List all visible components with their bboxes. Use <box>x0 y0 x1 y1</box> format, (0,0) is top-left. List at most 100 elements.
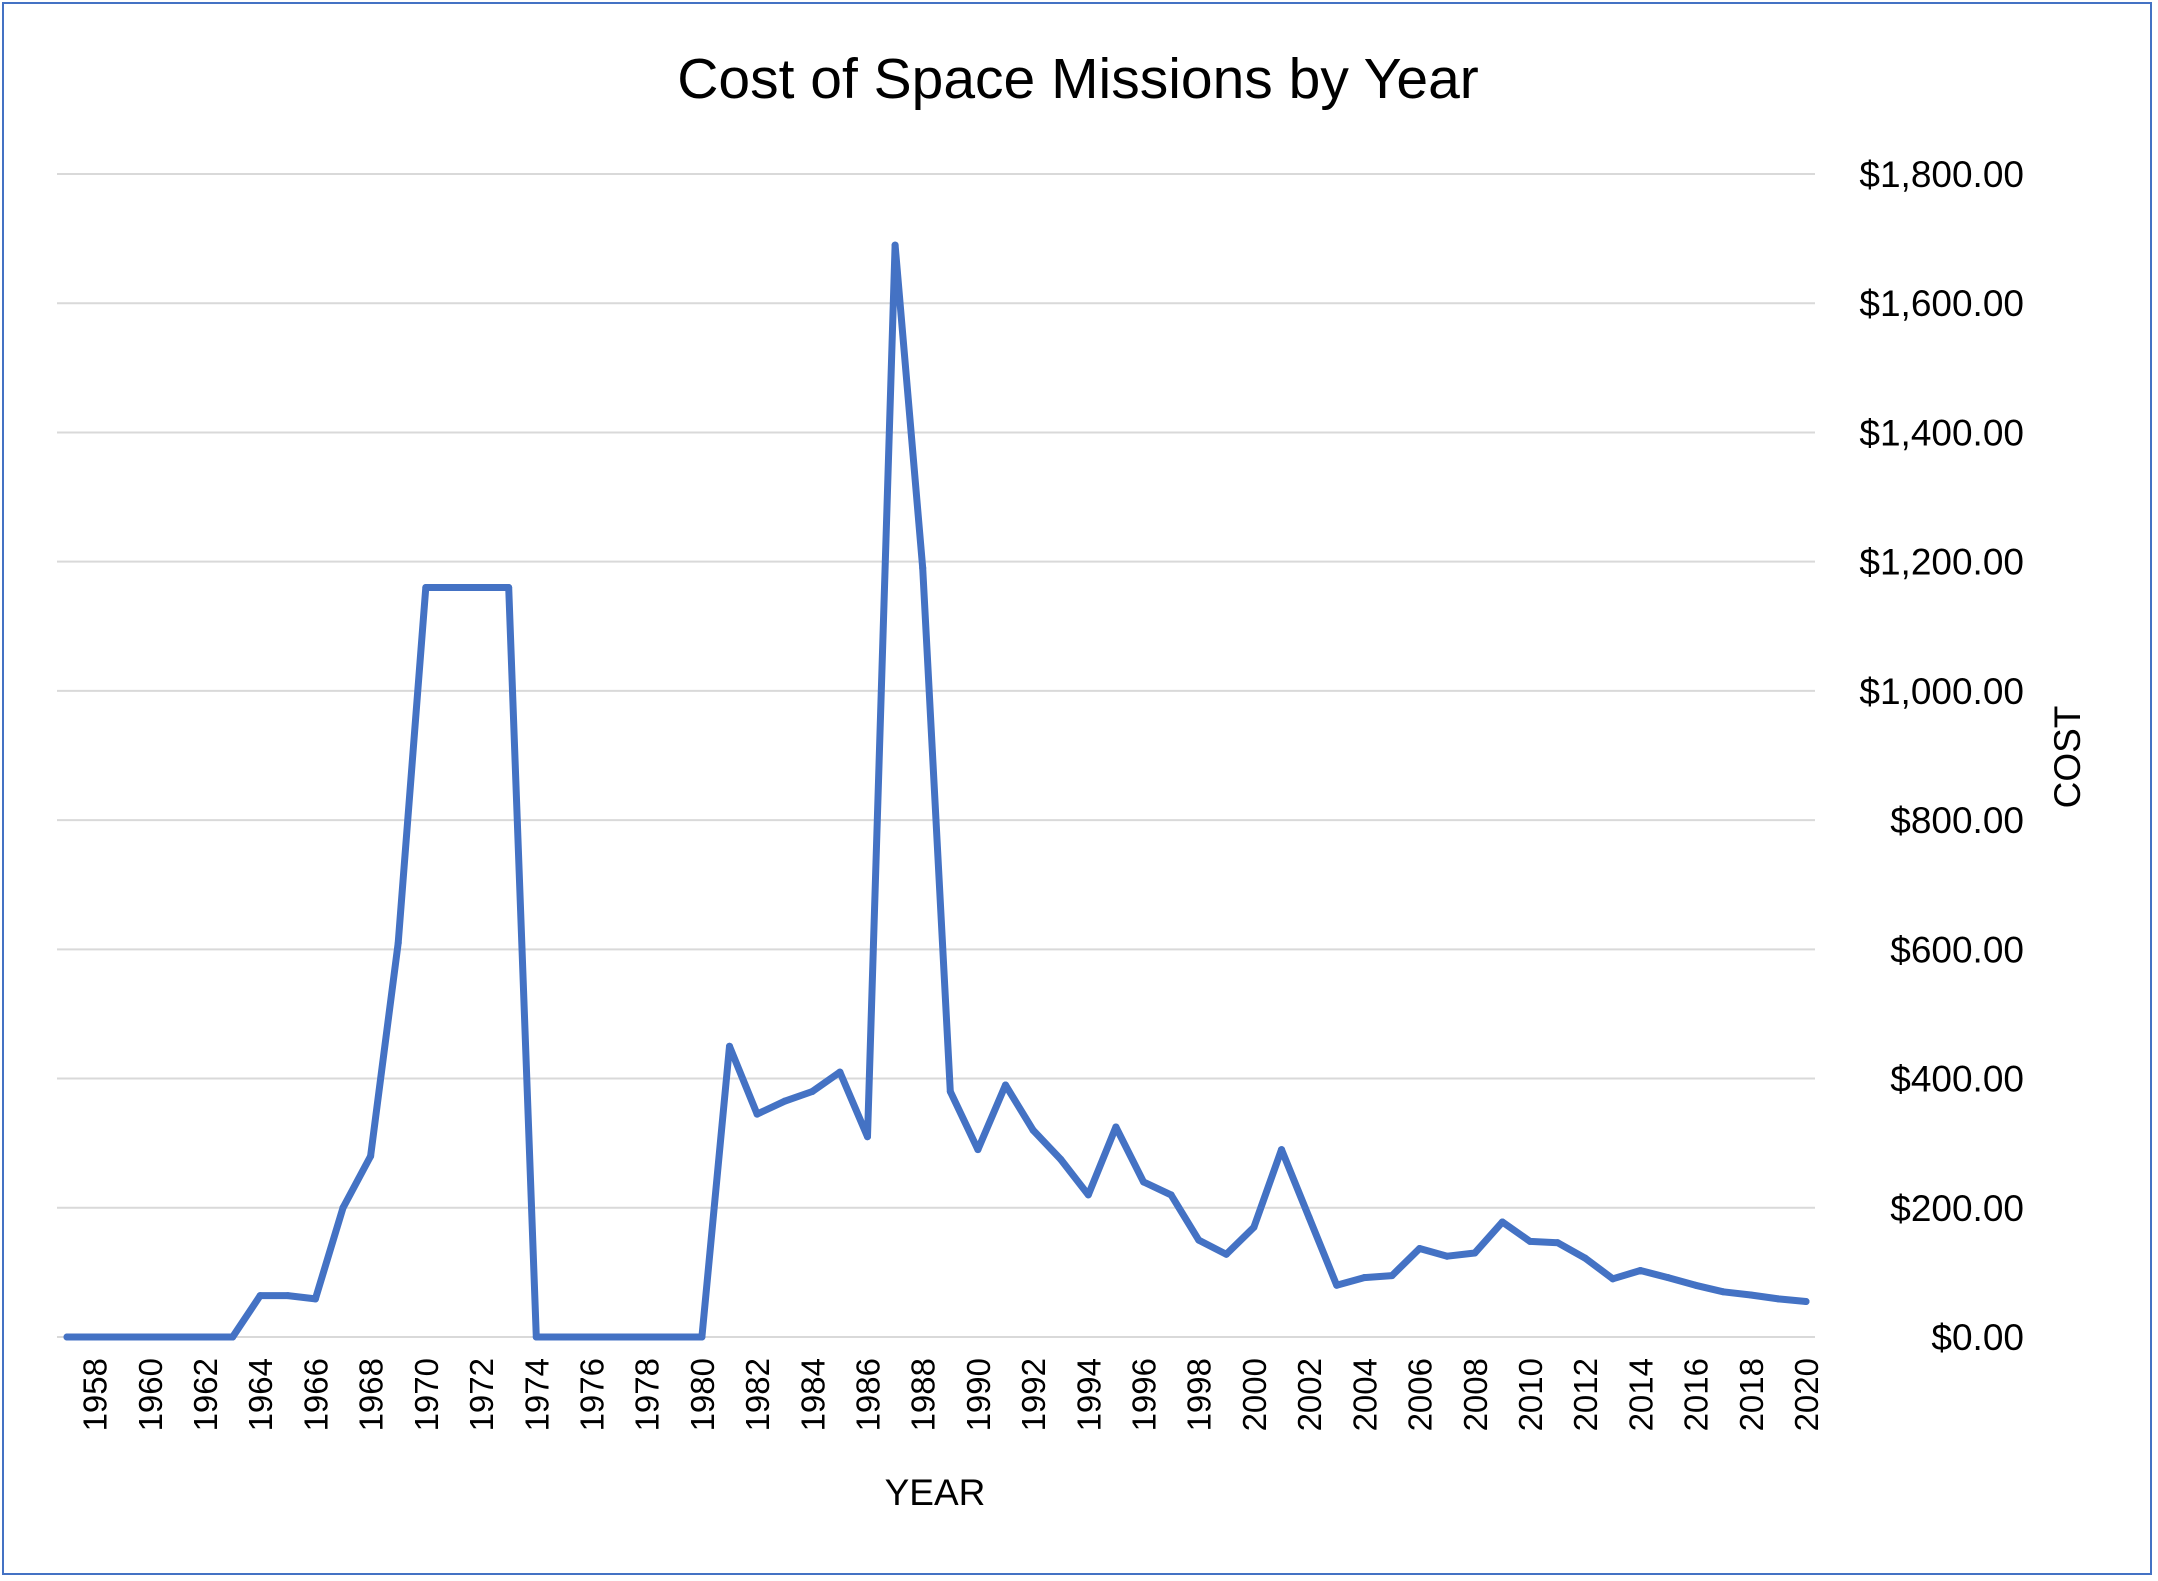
x-tick-label: 1998 <box>1181 1358 1218 1431</box>
data-point <box>477 584 485 592</box>
y-tick-label: $600.00 <box>1890 929 2024 970</box>
data-point <box>1222 1250 1230 1258</box>
x-tick-label: 1988 <box>905 1358 942 1431</box>
data-point <box>1636 1266 1644 1274</box>
data-point <box>1360 1274 1368 1282</box>
data-point <box>1692 1281 1700 1289</box>
data-point <box>1802 1297 1810 1305</box>
data-point <box>560 1333 568 1341</box>
x-tick-label: 1992 <box>1015 1358 1052 1431</box>
data-point <box>808 1087 816 1095</box>
data-point <box>505 584 513 592</box>
x-axis-ticks: 1958 1960 1962 1964 1966 1968 1970 1972 1974 1976… <box>77 1358 1825 1431</box>
data-point <box>422 584 430 592</box>
x-tick-label: 1964 <box>242 1358 279 1431</box>
x-tick-label: 1972 <box>463 1358 500 1431</box>
data-point <box>1554 1239 1562 1247</box>
data-point <box>946 1087 954 1095</box>
data-point <box>1609 1275 1617 1283</box>
data-point <box>284 1292 292 1300</box>
data-point <box>118 1333 126 1341</box>
data-point <box>1140 1178 1148 1186</box>
x-tick-label: 1968 <box>353 1358 390 1431</box>
data-point <box>1774 1295 1782 1303</box>
x-tick-label: 1980 <box>684 1358 721 1431</box>
data-point <box>1250 1223 1258 1231</box>
data-point <box>1416 1244 1424 1252</box>
data-point <box>91 1333 99 1341</box>
data-point <box>1167 1191 1175 1199</box>
data-point <box>1664 1274 1672 1282</box>
data-point <box>974 1146 982 1154</box>
data-point <box>781 1097 789 1105</box>
x-tick-label: 1966 <box>297 1358 334 1431</box>
x-tick-label: 1996 <box>1126 1358 1163 1431</box>
data-point <box>725 1042 733 1050</box>
x-tick-label: 1958 <box>77 1358 114 1431</box>
y-tick-label: $1,600.00 <box>1859 283 2024 324</box>
data-point <box>1388 1272 1396 1280</box>
data-point <box>256 1292 264 1300</box>
data-point <box>615 1333 623 1341</box>
x-tick-label: 1986 <box>849 1358 886 1431</box>
data-point <box>698 1333 706 1341</box>
series-line <box>63 241 1810 1341</box>
y-tick-label: $1,800.00 <box>1859 154 2024 195</box>
data-point <box>1195 1236 1203 1244</box>
x-tick-label: 1970 <box>408 1358 445 1431</box>
data-point <box>1719 1288 1727 1296</box>
y-axis-label: COST <box>2047 706 2088 809</box>
data-point <box>1333 1281 1341 1289</box>
data-point <box>201 1333 209 1341</box>
x-tick-label: 1994 <box>1070 1358 1107 1431</box>
data-point <box>1747 1291 1755 1299</box>
x-tick-label: 2006 <box>1402 1358 1439 1431</box>
data-point <box>173 1333 181 1341</box>
data-point <box>1084 1191 1092 1199</box>
y-tick-label: $800.00 <box>1890 800 2024 841</box>
y-tick-label: $1,400.00 <box>1859 412 2024 453</box>
gridlines <box>57 173 1815 1338</box>
x-tick-label: 2014 <box>1622 1358 1659 1431</box>
x-tick-label: 1974 <box>518 1358 555 1431</box>
x-tick-label: 2010 <box>1512 1358 1549 1431</box>
data-point <box>63 1333 71 1341</box>
data-point <box>753 1110 761 1118</box>
x-tick-label: 1976 <box>573 1358 610 1431</box>
y-tick-label: $1,000.00 <box>1859 671 2024 712</box>
x-tick-label: 2000 <box>1236 1358 1273 1431</box>
y-tick-label: $400.00 <box>1890 1059 2024 1100</box>
data-point <box>1112 1123 1120 1131</box>
x-tick-label: 2008 <box>1457 1358 1494 1431</box>
data-point <box>1471 1249 1479 1257</box>
data-point <box>1002 1081 1010 1089</box>
data-point <box>1057 1155 1065 1163</box>
x-tick-label: 2016 <box>1678 1358 1715 1431</box>
data-point <box>919 564 927 572</box>
x-tick-label: 2004 <box>1346 1358 1383 1431</box>
data-point <box>146 1333 154 1341</box>
y-tick-label: $200.00 <box>1890 1188 2024 1229</box>
x-tick-label: 2012 <box>1567 1358 1604 1431</box>
x-tick-label: 1960 <box>132 1358 169 1431</box>
data-point <box>367 1152 375 1160</box>
x-tick-label: 1978 <box>629 1358 666 1431</box>
y-axis-ticks: $0.00 $200.00 $400.00 $600.00 $800.00 $1,000.… <box>1859 154 2024 1358</box>
series-layer <box>63 241 1810 1341</box>
x-tick-label: 1982 <box>739 1358 776 1431</box>
x-tick-label: 2020 <box>1788 1358 1825 1431</box>
data-point <box>449 584 457 592</box>
data-point <box>587 1333 595 1341</box>
y-tick-label: $0.00 <box>1931 1317 2024 1358</box>
data-point <box>1029 1126 1037 1134</box>
x-axis-label: YEAR <box>885 1472 986 1513</box>
data-point <box>532 1333 540 1341</box>
data-point <box>1443 1252 1451 1260</box>
data-point <box>643 1333 651 1341</box>
chart-title: Cost of Space Missions by Year <box>677 47 1479 111</box>
data-point <box>891 241 899 249</box>
data-point <box>1278 1146 1286 1154</box>
x-tick-label: 2018 <box>1733 1358 1770 1431</box>
